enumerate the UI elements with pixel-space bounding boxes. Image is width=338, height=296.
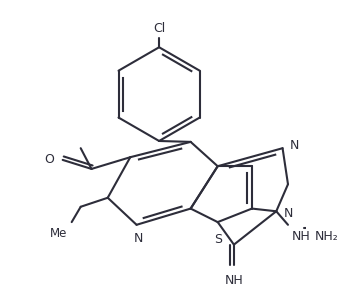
Text: NH: NH [224,274,243,287]
Text: NH: NH [292,230,310,243]
Text: N: N [284,207,293,221]
Text: O: O [44,153,54,166]
Text: N: N [134,232,143,245]
Text: N: N [290,139,299,152]
Text: NH₂: NH₂ [315,230,338,243]
Text: Me: Me [50,227,67,239]
Text: Cl: Cl [153,22,165,35]
Text: S: S [214,233,222,246]
